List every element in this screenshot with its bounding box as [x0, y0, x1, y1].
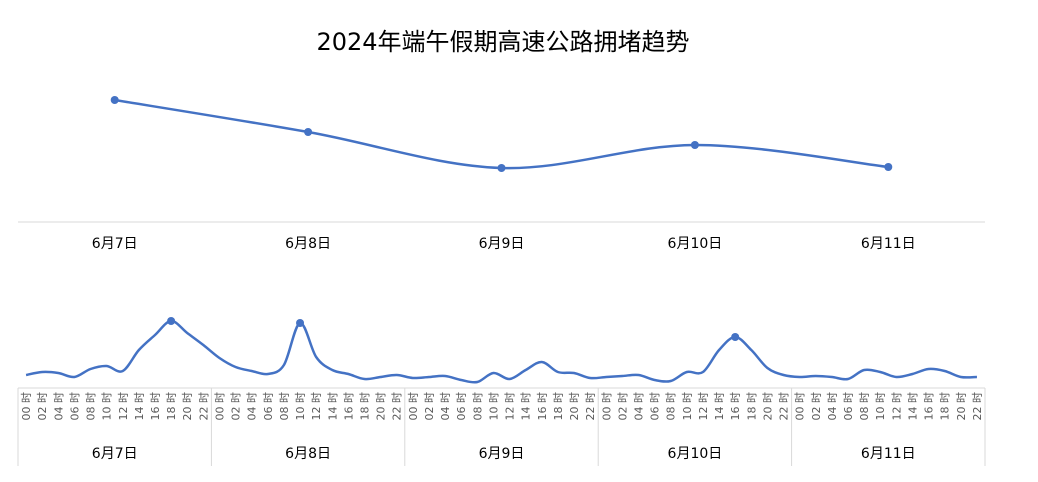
hour-tick-label: 14 时 — [133, 392, 146, 421]
x-tick-label: 6月9日 — [479, 236, 525, 252]
hour-tick-label: 12 时 — [504, 392, 517, 421]
peak-point — [731, 333, 740, 341]
hour-tick-label: 22 时 — [778, 392, 791, 421]
hour-tick-label: 16 时 — [923, 392, 936, 421]
hour-tick-label: 04 时 — [632, 392, 645, 421]
hour-tick-label: 10 时 — [487, 392, 500, 421]
day-tick-label: 6月7日 — [92, 446, 138, 462]
hour-tick-label: 08 时 — [278, 392, 291, 421]
hour-tick-label: 18 时 — [359, 392, 372, 421]
hour-tick-label: 06 时 — [68, 392, 81, 421]
hour-tick-label: 16 时 — [536, 392, 549, 421]
hour-tick-label: 18 时 — [745, 392, 758, 421]
hour-tick-label: 06 时 — [842, 392, 855, 421]
hour-tick-label: 10 时 — [681, 392, 694, 421]
series-line — [114, 98, 889, 170]
series-line — [25, 319, 977, 384]
hour-tick-label: 22 时 — [971, 392, 984, 421]
hour-tick-label: 04 时 — [246, 392, 259, 421]
hour-tick-label: 08 时 — [85, 392, 98, 421]
hour-tick-label: 18 时 — [939, 392, 952, 421]
hour-tick-label: 02 时 — [810, 392, 823, 421]
hour-tick-label: 16 时 — [149, 392, 162, 421]
day-tick-label: 6月11日 — [861, 446, 916, 462]
hour-tick-label: 06 时 — [262, 392, 275, 421]
hour-tick-label: 18 时 — [552, 392, 565, 421]
hour-tick-label: 06 时 — [455, 392, 468, 421]
hour-tick-label: 22 时 — [584, 392, 597, 421]
hour-tick-label: 14 时 — [713, 392, 726, 421]
hour-tick-label: 02 时 — [616, 392, 629, 421]
hour-tick-label: 10 时 — [874, 392, 887, 421]
hour-tick-label: 18 时 — [165, 392, 178, 421]
data-point — [497, 164, 506, 172]
data-point — [304, 128, 313, 136]
hour-tick-label: 08 时 — [665, 392, 678, 421]
hour-tick-label: 12 时 — [890, 392, 903, 421]
hour-tick-label: 08 时 — [471, 392, 484, 421]
hour-tick-label: 12 时 — [310, 392, 323, 421]
hour-tick-label: 16 时 — [729, 392, 742, 421]
hour-tick-label: 06 时 — [649, 392, 662, 421]
hour-tick-label: 02 时 — [423, 392, 436, 421]
day-tick-label: 6月8日 — [285, 446, 331, 462]
hour-tick-label: 16 时 — [342, 392, 355, 421]
hour-tick-label: 00 时 — [794, 392, 807, 421]
hour-tick-label: 08 时 — [858, 392, 871, 421]
peak-point — [296, 319, 305, 327]
hour-tick-label: 12 时 — [117, 392, 130, 421]
hour-tick-label: 14 时 — [906, 392, 919, 421]
hour-tick-label: 20 时 — [955, 392, 968, 421]
hour-tick-label: 14 时 — [520, 392, 533, 421]
data-point — [110, 96, 119, 104]
hour-tick-label: 10 时 — [294, 392, 307, 421]
hour-tick-label: 20 时 — [568, 392, 581, 421]
x-tick-label: 6月10日 — [668, 236, 723, 252]
hour-tick-label: 12 时 — [697, 392, 710, 421]
peak-point — [167, 317, 176, 325]
hour-tick-label: 20 时 — [761, 392, 774, 421]
hour-tick-label: 20 时 — [181, 392, 194, 421]
hour-tick-label: 00 时 — [600, 392, 613, 421]
hour-tick-label: 14 时 — [326, 392, 339, 421]
x-tick-label: 6月8日 — [285, 236, 331, 252]
data-point — [884, 163, 893, 171]
x-tick-label: 6月11日 — [861, 236, 916, 252]
x-tick-label: 6月7日 — [92, 236, 138, 252]
hour-tick-label: 00 时 — [213, 392, 226, 421]
hour-tick-label: 22 时 — [391, 392, 404, 421]
hour-tick-label: 00 时 — [407, 392, 420, 421]
hour-tick-label: 10 时 — [101, 392, 114, 421]
hour-tick-label: 04 时 — [52, 392, 65, 421]
hour-tick-label: 02 时 — [230, 392, 243, 421]
hour-tick-label: 20 时 — [375, 392, 388, 421]
hour-tick-label: 00 时 — [20, 392, 33, 421]
hour-tick-label: 04 时 — [439, 392, 452, 421]
chart-title: 2024年端午假期高速公路拥堵趋势 — [316, 28, 690, 56]
hour-tick-label: 22 时 — [197, 392, 210, 421]
hour-tick-label: 02 时 — [36, 392, 49, 421]
hour-tick-label: 04 时 — [826, 392, 839, 421]
day-tick-label: 6月9日 — [479, 446, 525, 462]
data-point — [690, 141, 699, 149]
day-tick-label: 6月10日 — [668, 446, 723, 462]
